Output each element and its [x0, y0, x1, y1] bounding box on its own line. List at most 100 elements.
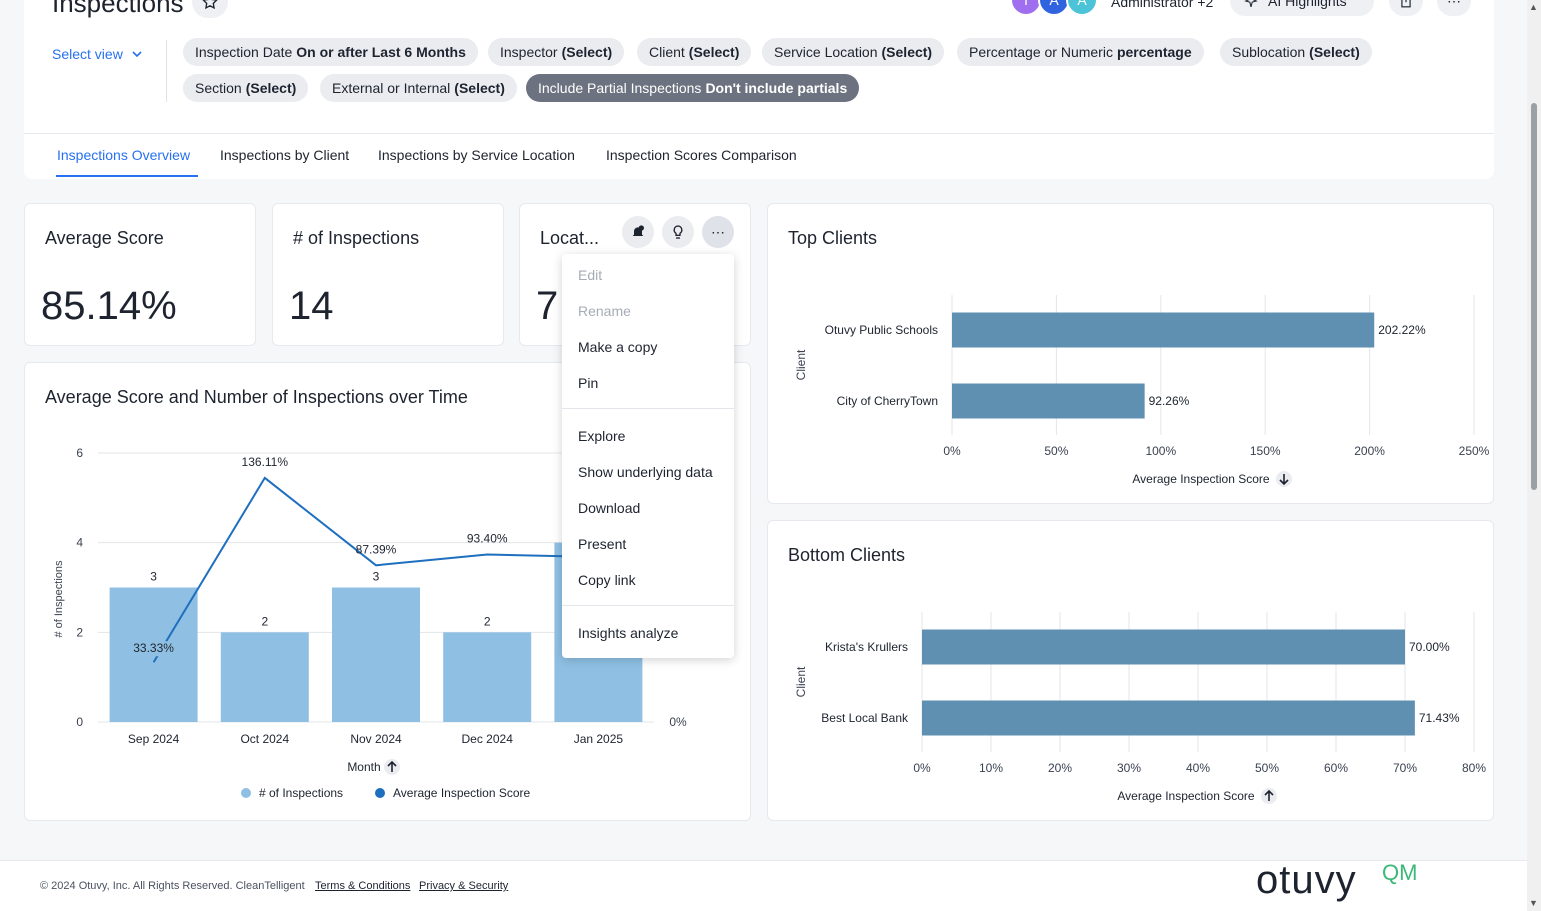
menu-item-explore[interactable]: Explore	[578, 428, 626, 444]
line-data-label: 93.40%	[467, 532, 508, 546]
chip-label: External or Internal	[332, 80, 451, 96]
tab-inspection-scores-comparison[interactable]: Inspection Scores Comparison	[606, 147, 797, 163]
x-tick-label: Oct 2024	[240, 732, 289, 746]
alert-button[interactable]	[622, 216, 654, 248]
terms-link[interactable]: Terms & Conditions	[315, 880, 411, 892]
page-title: Inspections	[52, 0, 184, 18]
x-tick-label: 200%	[1354, 444, 1385, 458]
y-tick-label: 4	[76, 536, 83, 550]
x-tick-label: 0%	[913, 761, 931, 775]
insights-button[interactable]	[662, 216, 694, 248]
scroll-down-arrow[interactable]: ▼	[1529, 898, 1538, 908]
bar-data-label: 3	[150, 570, 157, 584]
x-tick-label: 20%	[1048, 761, 1072, 775]
bottom-clients-chart: 0% 10% 20% 30% 40% 50% 60% 70% 80% Krista's Krull…	[794, 612, 1486, 804]
y-tick-label: 6	[76, 446, 83, 460]
card-menu-button[interactable]: ⋯	[702, 216, 734, 248]
y-tick-label: 2	[76, 625, 83, 639]
chip-value: Don't include partials	[705, 80, 848, 96]
filter-chip-service-location[interactable]: Service Location (Select)	[762, 38, 945, 66]
kpi-title: Average Score	[45, 228, 164, 248]
x-axis-label: Average Inspection Score	[1132, 472, 1270, 486]
chip-value: On or after Last 6 Months	[296, 44, 466, 60]
x-tick-label: Jan 2025	[574, 732, 624, 746]
y-axis-label: Client	[794, 349, 808, 380]
collaborators-label[interactable]: Administrator +2	[1111, 0, 1214, 10]
bar	[220, 632, 309, 722]
menu-item-insights-analyze[interactable]: Insights analyze	[578, 625, 679, 641]
select-view-dropdown[interactable]: Select view	[52, 46, 143, 62]
more-horizontal-icon: ⋯	[1447, 0, 1461, 9]
scroll-up-arrow[interactable]: ▲	[1529, 2, 1538, 12]
tab-inspections-overview[interactable]: Inspections Overview	[57, 147, 191, 163]
kpi-card-number-of-inspections[interactable]: # of Inspections 14	[272, 203, 504, 346]
menu-item-make-a-copy[interactable]: Make a copy	[578, 339, 658, 355]
filter-chip-inspector[interactable]: Inspector (Select)	[488, 38, 625, 66]
x-tick-label: 30%	[1117, 761, 1141, 775]
chip-label: Section	[195, 80, 242, 96]
footer	[0, 860, 1527, 911]
chart-title: Top Clients	[788, 228, 878, 248]
filter-chip-include-partial-inspections[interactable]: Include Partial Inspections Don't include…	[526, 74, 860, 102]
menu-item-rename[interactable]: Rename	[578, 303, 631, 319]
y-tick-label: Krista's Krullers	[825, 640, 908, 654]
x-tick-label: 10%	[979, 761, 1003, 775]
x-tick-label: 250%	[1459, 444, 1490, 458]
more-options-button[interactable]: ⋯	[1437, 0, 1471, 16]
filter-chip-inspection-date[interactable]: Inspection Date On or after Last 6 Months	[183, 38, 478, 66]
menu-item-pin[interactable]: Pin	[578, 375, 599, 391]
scrollbar-thumb[interactable]	[1531, 103, 1537, 490]
ai-highlights-button[interactable]: AI Highlights	[1230, 0, 1374, 16]
menu-item-download[interactable]: Download	[578, 500, 641, 516]
kpi-value: 85.14%	[41, 284, 177, 328]
menu-item-show-underlying-data[interactable]: Show underlying data	[578, 464, 713, 480]
chip-value: (Select)	[688, 44, 740, 60]
divider	[166, 40, 167, 102]
filter-chip-client[interactable]: Client (Select)	[637, 38, 752, 66]
chip-value: percentage	[1116, 44, 1192, 60]
share-button[interactable]	[1389, 0, 1423, 16]
privacy-link[interactable]: Privacy & Security	[419, 880, 509, 892]
line-data-label: 33.33%	[133, 641, 174, 655]
chip-value: (Select)	[454, 80, 505, 96]
otuvy-logo: otuvy	[1256, 858, 1357, 902]
filter-chip-section[interactable]: Section (Select)	[183, 74, 309, 102]
collaborator-avatars[interactable]: T A A	[1010, 0, 1098, 16]
chip-label: Service Location	[774, 44, 878, 60]
tab-inspections-by-client[interactable]: Inspections by Client	[220, 147, 350, 163]
tab-inspections-by-service-location[interactable]: Inspections by Service Location	[378, 147, 575, 163]
chevron-down-icon	[132, 51, 142, 58]
line-data-label: 136.11%	[242, 455, 289, 469]
y-tick-label: City of CherryTown	[837, 394, 938, 408]
bar-data-label: 70.00%	[1409, 640, 1450, 654]
kpi-value: 14	[289, 284, 334, 328]
bar-data-label: 202.22%	[1378, 323, 1426, 337]
legend-marker	[241, 788, 251, 798]
x-tick-label: Sep 2024	[128, 732, 180, 746]
bar-data-label: 71.43%	[1419, 711, 1460, 725]
filter-chip-external-or-internal[interactable]: External or Internal (Select)	[320, 74, 517, 102]
select-view-label: Select view	[52, 46, 123, 62]
star-icon	[202, 0, 218, 10]
sparkle-icon	[1244, 0, 1258, 7]
bell-plus-icon	[632, 225, 644, 236]
line-data-label: 87.39%	[356, 542, 397, 556]
card-context-menu: Edit Rename Make a copy Pin Explore Show…	[562, 254, 734, 658]
favorite-button[interactable]	[192, 0, 228, 18]
kpi-card-average-score[interactable]: Average Score 85.14%	[24, 203, 256, 346]
menu-item-edit[interactable]: Edit	[578, 267, 603, 283]
filter-chip-percentage-or-numeric[interactable]: Percentage or Numeric percentage	[957, 38, 1204, 66]
menu-item-present[interactable]: Present	[578, 536, 627, 552]
line-data-label-bg	[129, 641, 178, 657]
bar	[332, 587, 420, 722]
chip-label: Sublocation	[1232, 44, 1306, 60]
chart-title: Average Score and Number of Inspections …	[45, 387, 468, 407]
legend-label: # of Inspections	[259, 786, 343, 800]
menu-item-copy-link[interactable]: Copy link	[578, 572, 636, 588]
kpi-value: 7	[536, 284, 559, 328]
filter-chip-sublocation[interactable]: Sublocation (Select)	[1220, 38, 1372, 66]
chip-value: (Select)	[245, 80, 297, 96]
bar	[922, 700, 1415, 736]
chip-label: Client	[649, 44, 685, 60]
bar-data-label: 2	[261, 614, 268, 628]
